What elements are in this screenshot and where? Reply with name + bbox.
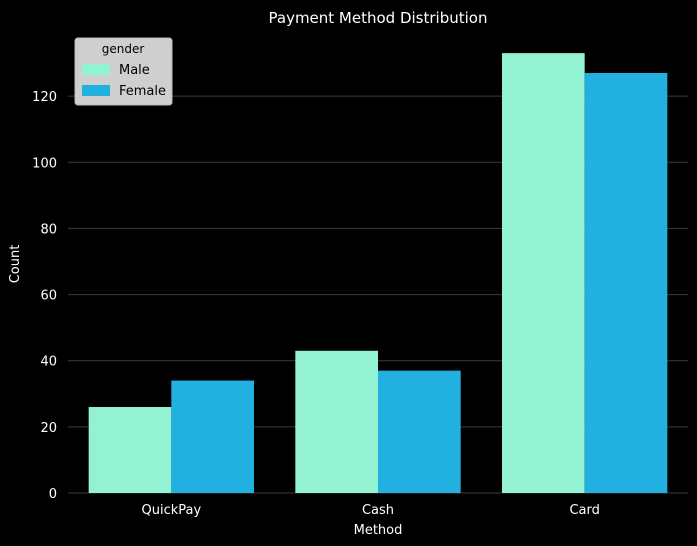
bar-card-female [584,72,668,493]
x-tick-label-cash: Cash [362,503,394,518]
y-tick-label-120: 120 [32,90,57,105]
legend-label-male: Male [119,63,150,78]
x-tick-label-card: Card [569,503,599,518]
legend-swatch-male [82,64,110,75]
bar-quickpay-female [171,380,254,493]
bar-cash-male [295,350,378,493]
y-tick-label-60: 60 [40,289,57,304]
y-axis-ticks: 0 20 40 60 80 100 120 [32,90,57,502]
y-tick-label-40: 40 [40,355,57,370]
bar-quickpay-male [88,407,172,493]
legend-title: gender [102,42,145,56]
bars [88,53,668,494]
bar-cash-female [378,370,461,493]
chart-title: Payment Method Distribution [269,9,488,27]
legend-swatch-female [82,85,110,96]
y-tick-label-100: 100 [32,156,57,171]
legend: gender Male Female [74,37,173,106]
y-tick-label-80: 80 [40,222,57,237]
x-tick-label-quickpay: QuickPay [141,503,201,518]
y-tick-label-0: 0 [49,487,57,502]
y-tick-label-20: 20 [40,421,57,436]
legend-label-female: Female [119,84,166,99]
bar-card-male [502,53,585,494]
x-axis-ticks: QuickPay Cash Card [141,503,599,518]
y-axis-label: Count [8,245,23,284]
x-axis-label: Method [354,523,403,538]
